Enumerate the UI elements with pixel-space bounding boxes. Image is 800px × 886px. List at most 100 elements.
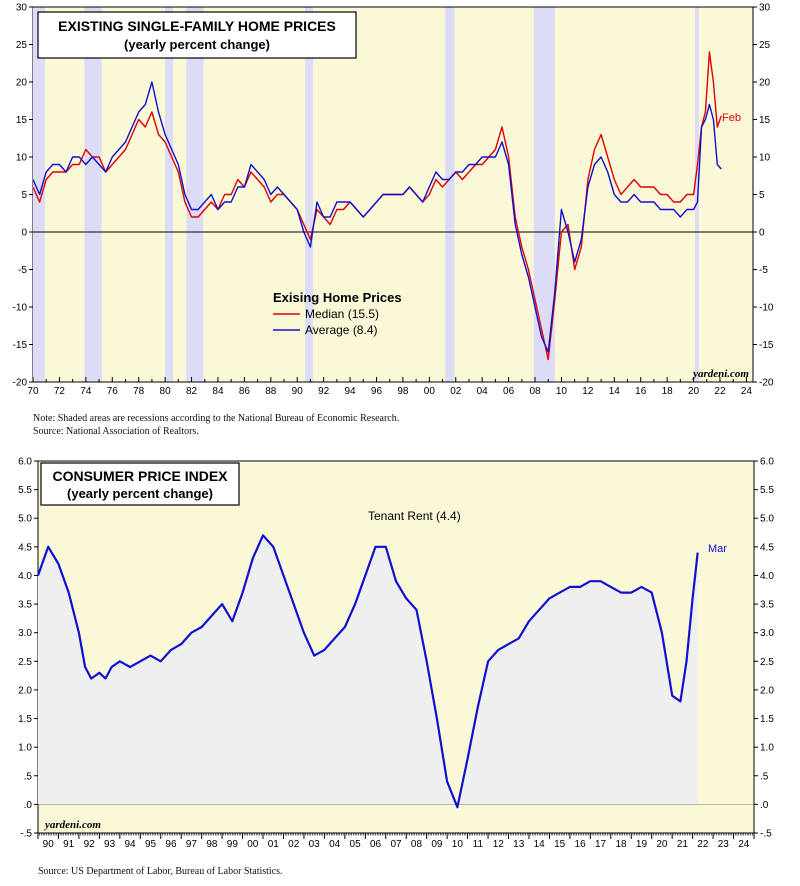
y-tick-label-left: 2.0: [18, 685, 32, 696]
y-tick-label-right: 5.0: [760, 514, 774, 525]
y-tick-label-right: 0: [759, 228, 765, 239]
x-tick-label: 09: [431, 839, 443, 850]
y-tick-label-right: 5.5: [760, 485, 774, 496]
y-tick-label-left: 3.0: [18, 628, 32, 639]
x-tick-label: 20: [688, 386, 700, 397]
y-tick-label-left: -5: [18, 265, 27, 276]
y-tick-label-left: 5.0: [18, 514, 32, 525]
x-tick-label: 96: [371, 386, 383, 397]
y-tick-label-left: 4.0: [18, 571, 32, 582]
x-tick-label: 19: [636, 839, 648, 850]
y-tick-label-right: -.5: [760, 829, 772, 840]
y-tick-label-left: 2.5: [18, 657, 32, 668]
y-tick-label-right: 1.5: [760, 714, 774, 725]
x-tick-label: 91: [63, 839, 75, 850]
y-tick-label-right: 15: [759, 115, 771, 126]
x-tick-label: 08: [529, 386, 541, 397]
y-tick-label-left: 20: [16, 78, 28, 89]
x-tick-label: 72: [54, 386, 66, 397]
recession-band: [533, 7, 555, 382]
yardeni-watermark-bottom: yardeni.com: [43, 819, 101, 831]
y-tick-label-left: 25: [16, 40, 28, 51]
y-tick-label-right: -5: [759, 265, 768, 276]
x-tick-label: 98: [397, 386, 409, 397]
y-tick-label-left: 0: [21, 228, 27, 239]
recession-band: [445, 7, 455, 382]
x-tick-label: 02: [450, 386, 462, 397]
y-tick-label-right: 4.5: [760, 542, 774, 553]
mar-label: Mar: [708, 543, 727, 555]
y-tick-label-right: -10: [759, 303, 774, 314]
y-tick-label-left: 10: [16, 153, 28, 164]
recession-band: [694, 7, 699, 382]
x-tick-label: 14: [534, 839, 546, 850]
x-tick-label: 88: [265, 386, 277, 397]
x-tick-label: 04: [477, 386, 489, 397]
x-tick-label: 18: [615, 839, 627, 850]
x-tick-label: 14: [609, 386, 621, 397]
x-tick-label: 03: [309, 839, 321, 850]
home-prices-title-box: [37, 11, 357, 59]
x-tick-label: 96: [165, 839, 177, 850]
y-tick-label-right: .5: [760, 771, 769, 782]
x-tick-label: 07: [390, 839, 402, 850]
cpi-axes: -.5 -.5 .0 .0 .5 .5 1.0 1.0 1.5 1.5 2.0 2.0 2.5 2.5 3.…: [18, 457, 774, 851]
x-tick-label: 97: [186, 839, 198, 850]
x-tick-label: 86: [239, 386, 251, 397]
x-tick-label: 13: [513, 839, 525, 850]
x-tick-label: 16: [575, 839, 587, 850]
x-tick-label: 00: [247, 839, 259, 850]
x-tick-label: 90: [43, 839, 55, 850]
y-tick-label-right: 6.0: [760, 457, 774, 468]
tenant-rent-line: [36, 534, 699, 809]
x-tick-label: 80: [160, 386, 172, 397]
x-tick-label: 99: [227, 839, 239, 850]
home-prices-subtitle: (yearly percent change): [124, 37, 270, 52]
y-tick-label-left: -10: [13, 303, 28, 314]
x-tick-label: 24: [741, 386, 753, 397]
cpi-title-box: [40, 462, 240, 506]
y-tick-label-right: 20: [759, 78, 771, 89]
x-tick-label: 15: [554, 839, 566, 850]
y-tick-label-right: 10: [759, 153, 771, 164]
x-tick-label: 24: [738, 839, 750, 850]
x-tick-label: 94: [124, 839, 136, 850]
x-tick-label: 10: [556, 386, 568, 397]
recession-band: [305, 7, 314, 382]
y-tick-label-right: 25: [759, 40, 771, 51]
feb-label: Feb: [722, 112, 741, 124]
x-tick-label: 74: [80, 386, 92, 397]
y-tick-label-right: 30: [759, 3, 771, 14]
x-tick-label: 90: [292, 386, 304, 397]
cpi-subtitle: (yearly percent change): [67, 486, 213, 501]
x-tick-label: 93: [104, 839, 116, 850]
y-tick-label-left: 1.5: [18, 714, 32, 725]
x-tick-label: 18: [662, 386, 674, 397]
average-line: [32, 81, 722, 353]
y-tick-label-right: .0: [760, 800, 769, 811]
y-tick-label-left: -.5: [20, 829, 32, 840]
x-tick-label: 17: [595, 839, 607, 850]
x-tick-label: 02: [288, 839, 300, 850]
y-tick-label-left: 5.5: [18, 485, 32, 496]
x-tick-label: 05: [350, 839, 362, 850]
x-tick-label: 10: [452, 839, 464, 850]
x-tick-label: 21: [677, 839, 689, 850]
y-tick-label-left: 15: [16, 115, 28, 126]
y-tick-label-right: -15: [759, 340, 774, 351]
y-tick-label-right: 4.0: [760, 571, 774, 582]
top-source: Source: National Association of Realtors…: [33, 426, 199, 437]
home-prices-legend: Exising Home Prices Median (15.5) Averag…: [273, 290, 402, 337]
cpi-title: CONSUMER PRICE INDEX: [52, 468, 228, 484]
x-tick-label: 06: [503, 386, 515, 397]
x-tick-label: 12: [493, 839, 505, 850]
tenant-rent-area: [38, 535, 698, 808]
y-tick-label-left: 30: [16, 3, 28, 14]
x-tick-label: 12: [582, 386, 594, 397]
cpi-chart: -.5 -.5 .0 .0 .5 .5 1.0 1.0 1.5 1.5 2.0 2.0 2.5 2.5 3.…: [18, 457, 774, 851]
x-tick-label: 20: [656, 839, 668, 850]
bottom-source: Source: US Department of Labor, Bureau o…: [38, 866, 283, 877]
tenant-rent-label: Tenant Rent (4.4): [368, 509, 461, 523]
